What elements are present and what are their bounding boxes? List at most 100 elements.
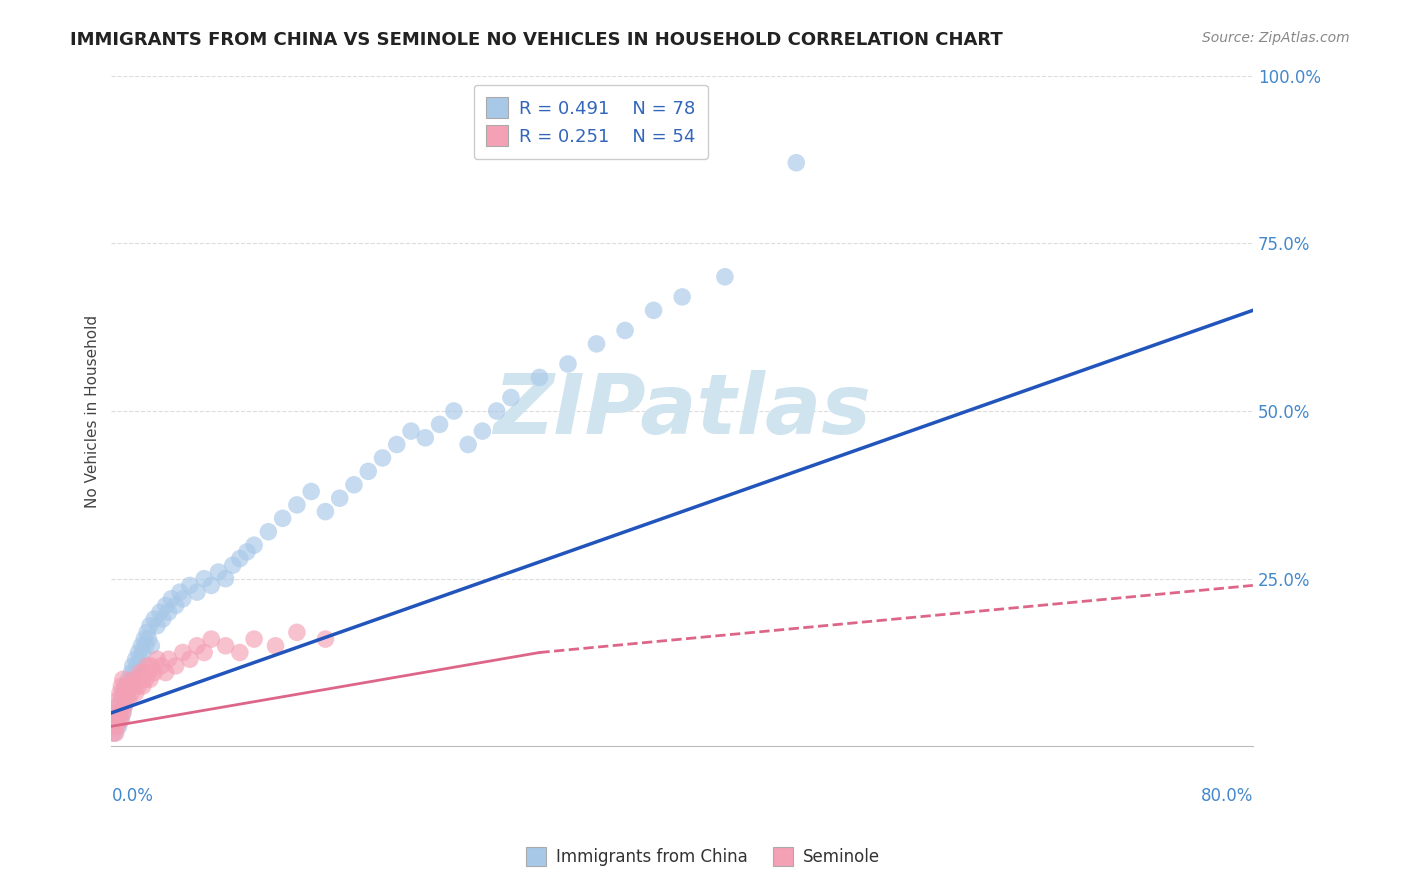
- Point: [110, 713, 132, 727]
- Point: [111, 673, 134, 687]
- Point: [121, 659, 143, 673]
- Point: [104, 706, 127, 720]
- Point: [614, 323, 637, 337]
- Point: [108, 713, 131, 727]
- Point: [529, 370, 551, 384]
- Point: [128, 646, 150, 660]
- Point: [105, 699, 128, 714]
- Point: [111, 686, 134, 700]
- Point: [150, 659, 173, 673]
- Point: [107, 713, 129, 727]
- Point: [114, 679, 136, 693]
- Point: [172, 591, 194, 606]
- Point: [103, 713, 125, 727]
- Point: [141, 639, 163, 653]
- Point: [299, 484, 322, 499]
- Point: [221, 558, 243, 573]
- Point: [135, 673, 157, 687]
- Point: [112, 699, 135, 714]
- Point: [257, 524, 280, 539]
- Point: [121, 673, 143, 687]
- Point: [264, 639, 287, 653]
- Point: [371, 450, 394, 465]
- Point: [108, 706, 131, 720]
- Point: [132, 679, 155, 693]
- Point: [117, 692, 139, 706]
- Point: [443, 404, 465, 418]
- Point: [139, 618, 162, 632]
- Point: [101, 726, 124, 740]
- Text: IMMIGRANTS FROM CHINA VS SEMINOLE NO VEHICLES IN HOUSEHOLD CORRELATION CHART: IMMIGRANTS FROM CHINA VS SEMINOLE NO VEH…: [70, 31, 1002, 49]
- Point: [314, 632, 336, 646]
- Point: [138, 665, 160, 680]
- Point: [139, 673, 162, 687]
- Point: [413, 431, 436, 445]
- Point: [136, 659, 159, 673]
- Point: [193, 646, 215, 660]
- Point: [103, 726, 125, 740]
- Point: [114, 692, 136, 706]
- Point: [271, 511, 294, 525]
- Point: [200, 578, 222, 592]
- Point: [193, 572, 215, 586]
- Point: [357, 464, 380, 478]
- Point: [200, 632, 222, 646]
- Point: [118, 679, 141, 693]
- Legend: Immigrants from China, Seminole: Immigrants from China, Seminole: [517, 838, 889, 875]
- Point: [129, 665, 152, 680]
- Point: [110, 679, 132, 693]
- Point: [285, 625, 308, 640]
- Point: [585, 337, 607, 351]
- Point: [124, 686, 146, 700]
- Point: [399, 424, 422, 438]
- Point: [429, 417, 451, 432]
- Point: [111, 706, 134, 720]
- Point: [179, 652, 201, 666]
- Point: [152, 612, 174, 626]
- Point: [165, 659, 187, 673]
- Point: [643, 303, 665, 318]
- Point: [104, 719, 127, 733]
- Point: [134, 665, 156, 680]
- Point: [157, 605, 180, 619]
- Point: [485, 404, 508, 418]
- Point: [103, 719, 125, 733]
- Text: 0.0%: 0.0%: [111, 787, 153, 805]
- Point: [122, 679, 145, 693]
- Point: [124, 652, 146, 666]
- Point: [127, 659, 149, 673]
- Point: [165, 599, 187, 613]
- Point: [112, 699, 135, 714]
- Point: [155, 599, 177, 613]
- Point: [671, 290, 693, 304]
- Point: [122, 665, 145, 680]
- Point: [120, 686, 142, 700]
- Point: [129, 652, 152, 666]
- Point: [117, 673, 139, 687]
- Point: [146, 618, 169, 632]
- Point: [229, 551, 252, 566]
- Point: [329, 491, 352, 506]
- Y-axis label: No Vehicles in Household: No Vehicles in Household: [86, 314, 100, 508]
- Point: [134, 632, 156, 646]
- Point: [499, 391, 522, 405]
- Point: [132, 646, 155, 660]
- Point: [128, 679, 150, 693]
- Point: [114, 692, 136, 706]
- Point: [141, 659, 163, 673]
- Point: [107, 699, 129, 714]
- Point: [107, 719, 129, 733]
- Point: [169, 585, 191, 599]
- Point: [457, 437, 479, 451]
- Point: [121, 673, 143, 687]
- Point: [131, 639, 153, 653]
- Point: [557, 357, 579, 371]
- Point: [127, 673, 149, 687]
- Text: 80.0%: 80.0%: [1201, 787, 1253, 805]
- Point: [135, 639, 157, 653]
- Point: [385, 437, 408, 451]
- Point: [118, 679, 141, 693]
- Point: [146, 652, 169, 666]
- Point: [160, 591, 183, 606]
- Point: [314, 505, 336, 519]
